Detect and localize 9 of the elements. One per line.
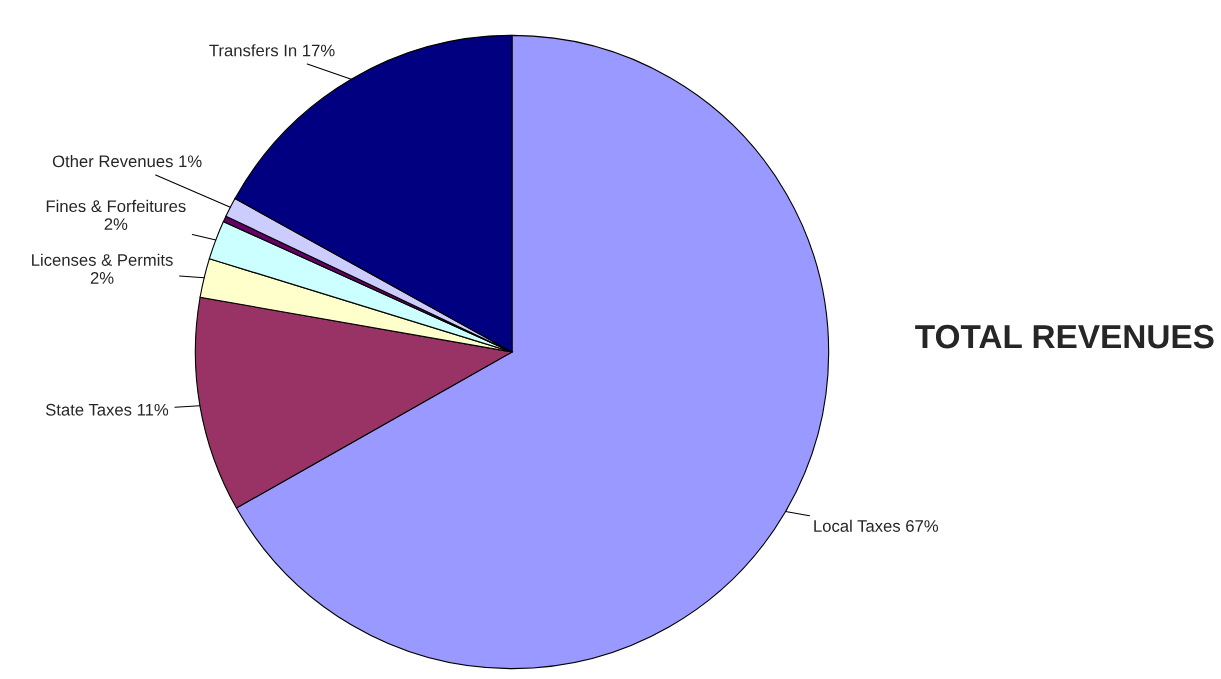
slice-label: State Taxes 11%: [45, 403, 169, 416]
slice-label: Local Taxes 67%: [814, 519, 939, 532]
text: TOTAL REVENUES: [915, 324, 1214, 349]
data-label: 2%: [90, 272, 114, 284]
slice-label: Licenses & Permits: [32, 253, 173, 266]
data-label: 2%: [104, 218, 128, 230]
slice-label: Transfers In 17%: [209, 44, 335, 57]
slice-label: Other Revenues 1%: [52, 154, 202, 168]
slice-label: Fines & Forfeitures: [46, 199, 186, 213]
